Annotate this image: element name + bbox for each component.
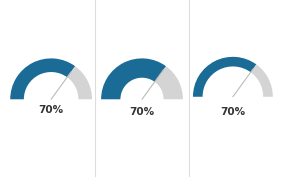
Text: 70%: 70% [130,107,154,117]
Wedge shape [193,57,256,97]
Text: 70%: 70% [39,104,64,115]
Wedge shape [10,58,75,99]
Wedge shape [155,66,183,99]
Wedge shape [101,58,166,99]
Wedge shape [251,64,273,97]
Text: 70%: 70% [220,107,245,117]
Wedge shape [67,66,92,99]
